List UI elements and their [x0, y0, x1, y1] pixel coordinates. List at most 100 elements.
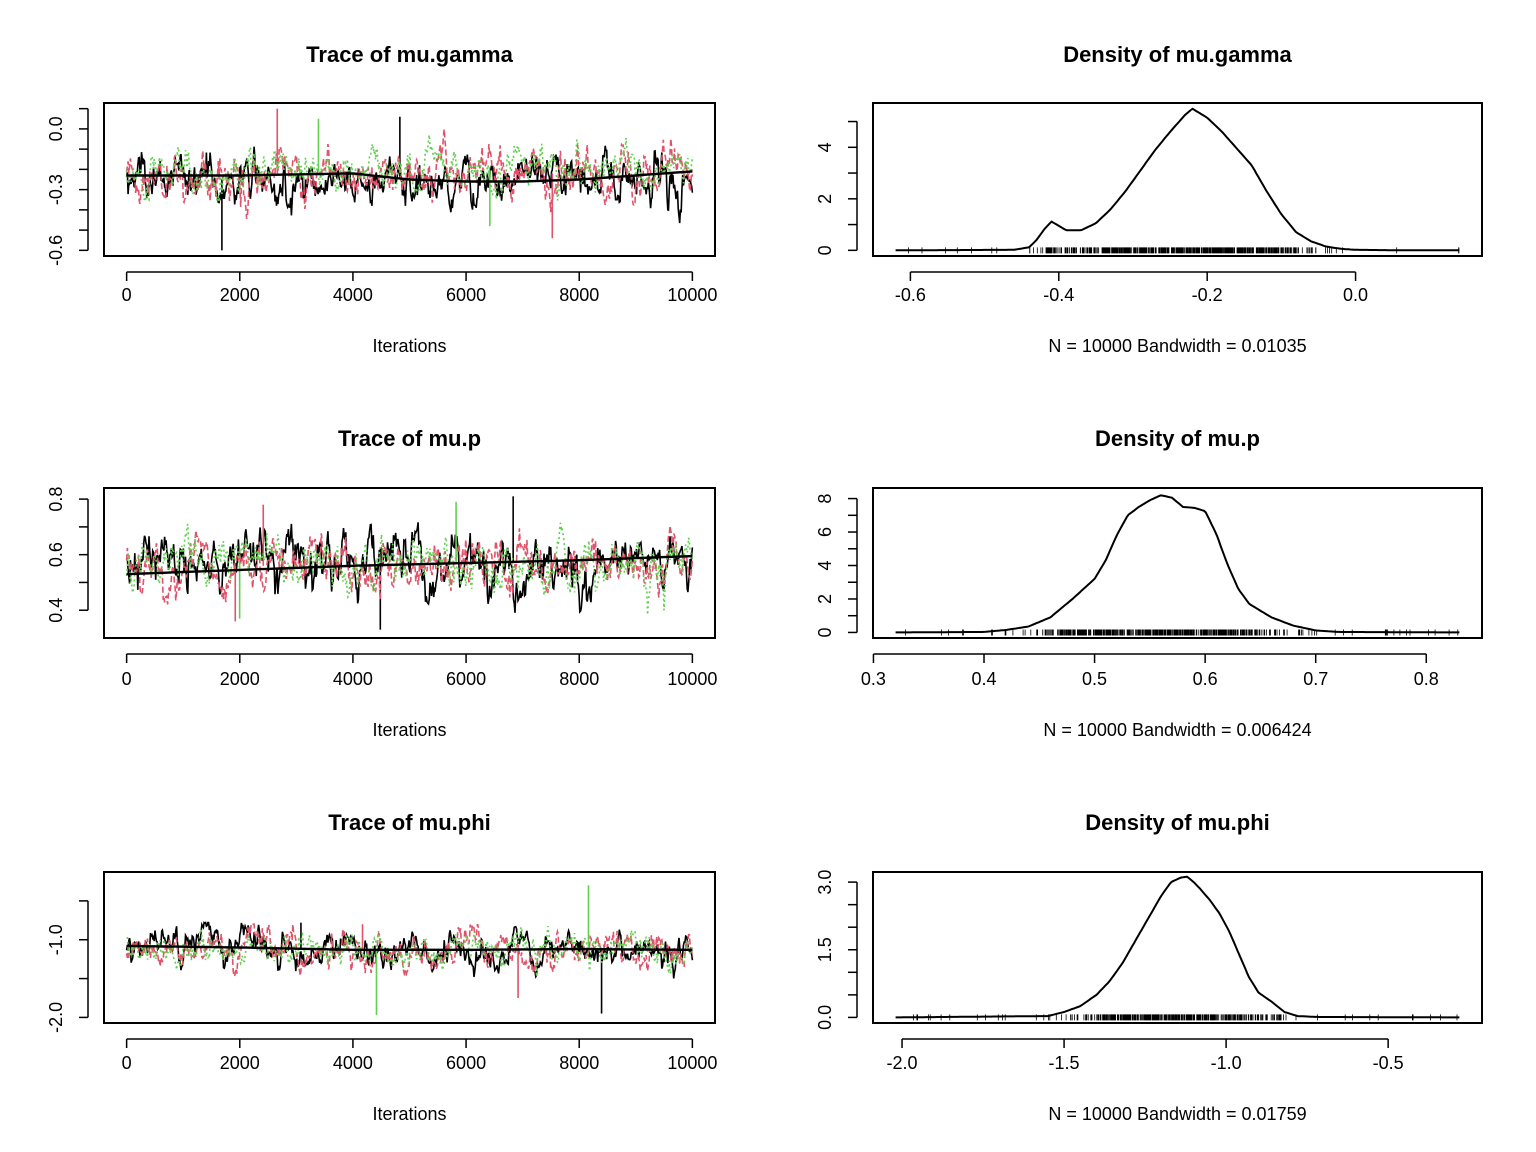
plot-frame — [872, 102, 1483, 257]
trace-chain-1 — [125, 921, 694, 980]
y-axis: 0 2 4 6 8 — [815, 494, 858, 637]
x-tick-label: 0.7 — [1303, 669, 1328, 689]
x-tick-label: 0.8 — [1414, 669, 1439, 689]
chart-title: Trace of mu.phi — [328, 810, 491, 835]
y-axis: -0.6 -0.3 0.0 — [46, 107, 89, 266]
plot-frame — [103, 487, 716, 639]
x-axis-label: Iterations — [372, 336, 446, 356]
chart-title: Trace of mu.p — [338, 426, 481, 451]
y-tick-label: 6 — [815, 527, 835, 537]
x-tick-label: 10000 — [667, 285, 717, 305]
x-axis: -2.0 -1.5 -1.0 -0.5 — [887, 1038, 1404, 1073]
x-axis: 0 2000 4000 6000 8000 10000 — [122, 653, 717, 689]
plot-area — [125, 885, 694, 1016]
y-tick-label: 4 — [815, 561, 835, 571]
y-tick-label: 2 — [815, 194, 835, 204]
x-tick-label: 0.5 — [1082, 669, 1107, 689]
y-axis: -2.0 -1.0 — [46, 900, 89, 1033]
rug-ticks — [908, 247, 1460, 254]
x-tick-label: 4000 — [333, 285, 373, 305]
y-tick-label: -2.0 — [46, 1002, 66, 1033]
smooth-line — [126, 944, 693, 951]
chart-title: Trace of mu.gamma — [306, 42, 513, 67]
x-tick-label: 0 — [122, 669, 132, 689]
y-axis: 0.0 1.5 3.0 — [815, 870, 858, 1030]
x-tick-label: -1.5 — [1049, 1053, 1080, 1073]
x-tick-label: 0 — [122, 1053, 132, 1073]
x-tick-label: 0.0 — [1343, 285, 1368, 305]
rug-ticks — [913, 1014, 1458, 1021]
chart-title: Density of mu.gamma — [1063, 42, 1292, 67]
plot-area — [895, 875, 1460, 1021]
x-tick-label: 0.6 — [1193, 669, 1218, 689]
panel-4: Density of mu.p N = 10000 Bandwidth = 0.0… — [815, 426, 1483, 740]
plot-area — [895, 107, 1460, 254]
y-tick-label: 8 — [815, 494, 835, 504]
x-axis-label: Iterations — [372, 1104, 446, 1124]
x-tick-label: -2.0 — [887, 1053, 918, 1073]
chart-title: Density of mu.phi — [1085, 810, 1270, 835]
x-tick-label: 10000 — [667, 1053, 717, 1073]
x-axis-label: Iterations — [372, 720, 446, 740]
density-curve — [895, 875, 1460, 1019]
x-tick-label: 2000 — [220, 285, 260, 305]
plot-frame — [872, 487, 1483, 639]
smooth-line — [126, 554, 693, 576]
x-axis: -0.6 -0.4 -0.2 0.0 — [895, 271, 1368, 305]
y-tick-label: 0 — [815, 627, 835, 637]
y-tick-label: -0.6 — [46, 235, 66, 266]
x-tick-label: 8000 — [559, 285, 599, 305]
trace-chain-3 — [125, 134, 694, 204]
rug — [913, 1014, 1458, 1021]
plot-area — [125, 108, 694, 251]
x-axis-label: N = 10000 Bandwidth = 0.01035 — [1048, 336, 1306, 356]
x-tick-label: 6000 — [446, 1053, 486, 1073]
x-axis-label: N = 10000 Bandwidth = 0.01759 — [1048, 1104, 1306, 1124]
y-tick-label: -0.3 — [46, 174, 66, 205]
y-tick-label: 0.0 — [815, 1005, 835, 1030]
plot-frame — [872, 871, 1483, 1024]
x-tick-label: -1.0 — [1211, 1053, 1242, 1073]
y-tick-label: 0.4 — [46, 598, 66, 623]
x-axis: 0 2000 4000 6000 8000 10000 — [122, 1038, 717, 1073]
y-tick-label: 0.6 — [46, 542, 66, 567]
trace-chain-2 — [125, 923, 694, 977]
y-tick-label: 1.5 — [815, 937, 835, 962]
x-tick-label: 2000 — [220, 669, 260, 689]
y-tick-label: 3.0 — [815, 870, 835, 895]
chart-title: Density of mu.p — [1095, 426, 1260, 451]
y-axis: 0.4 0.6 0.8 — [46, 487, 89, 623]
density-curve — [895, 494, 1460, 634]
x-axis-label: N = 10000 Bandwidth = 0.006424 — [1043, 720, 1311, 740]
panel-1: Trace of mu.gamma Iterations 0 2000 4000 6000… — [46, 42, 717, 356]
x-tick-label: -0.2 — [1192, 285, 1223, 305]
density-curve — [895, 107, 1460, 252]
panel-6: Density of mu.phi N = 10000 Bandwidth = 0… — [815, 810, 1483, 1124]
x-tick-label: 2000 — [220, 1053, 260, 1073]
y-tick-label: 0.8 — [46, 487, 66, 512]
x-tick-label: -0.6 — [895, 285, 926, 305]
plot-frame — [103, 871, 716, 1024]
x-tick-label: -0.5 — [1373, 1053, 1404, 1073]
y-tick-label: 2 — [815, 594, 835, 604]
panel-5: Trace of mu.phi Iterations 0 2000 4000 6000 80… — [46, 810, 717, 1124]
trace-chain-3 — [125, 522, 694, 615]
plot-area — [895, 494, 1460, 636]
x-tick-label: 6000 — [446, 669, 486, 689]
x-tick-label: 0.3 — [861, 669, 886, 689]
x-tick-label: 6000 — [446, 285, 486, 305]
x-tick-label: 0.4 — [971, 669, 996, 689]
x-tick-label: 0 — [122, 285, 132, 305]
y-tick-label: 0 — [815, 245, 835, 255]
x-tick-label: 8000 — [559, 669, 599, 689]
x-tick-label: 10000 — [667, 669, 717, 689]
smooth-line — [126, 170, 693, 183]
panel-3: Trace of mu.p Iterations 0 2000 4000 6000 8000… — [46, 426, 717, 740]
plot-frame — [103, 102, 716, 257]
y-tick-label: -1.0 — [46, 924, 66, 955]
y-tick-label: 0.0 — [46, 116, 66, 141]
x-axis: 0 2000 4000 6000 8000 10000 — [122, 271, 717, 305]
x-tick-label: -0.4 — [1043, 285, 1074, 305]
y-axis: 0 2 4 — [815, 120, 858, 255]
